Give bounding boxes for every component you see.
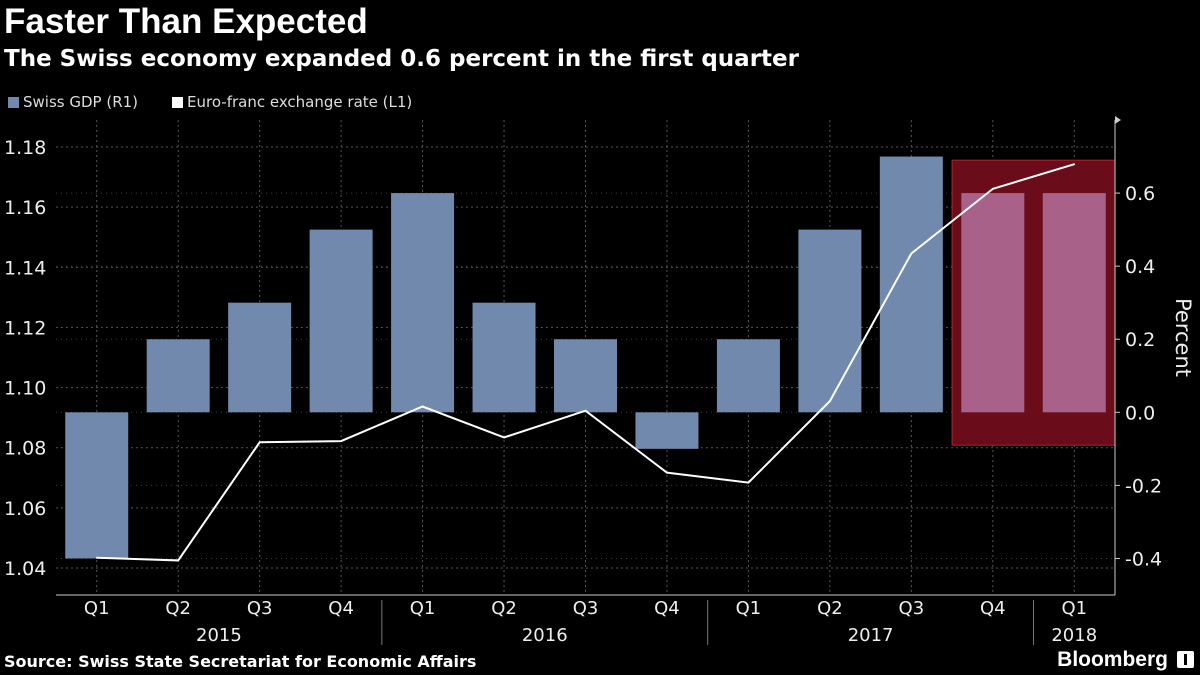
point-exchange-rate-1 [177,559,179,562]
x-year-label: 2016 [522,625,568,646]
right-axis-arrow [1115,116,1121,124]
point-exchange-rate-6 [584,409,587,412]
point-exchange-rate-3 [340,440,342,442]
point-exchange-rate-8 [747,481,750,484]
legend-label-gdp: Swiss GDP (R1) [23,93,139,111]
point-exchange-rate-9 [829,400,831,402]
left-tick-label: 1.06 [4,498,46,520]
x-tick-label: Q2 [817,598,843,619]
right-tick-label: 0.2 [1125,329,1155,351]
left-tick-label: 1.18 [4,137,46,159]
x-tick-label: Q4 [328,598,354,619]
axes-layer: 1.04 1.06 1.08 1.10 1.12 1.14 1.16 1.18 -0.4 -0.2… [4,116,1195,646]
x-tick-label: Q2 [165,598,191,619]
legend-item-exchange-rate: Euro-franc exchange rate (L1) [172,92,412,112]
bar-gdp-7 [635,412,699,449]
point-exchange-rate-5 [503,436,505,439]
bars-layer [65,156,1106,559]
x-tick-label: Q3 [899,598,925,619]
bar-gdp-0 [65,412,129,559]
bar-gdp-8 [716,339,780,413]
point-exchange-rate-2 [258,441,261,444]
left-tick-label: 1.08 [4,438,46,460]
left-tick-label: 1.04 [4,558,46,580]
right-tick-label: 0.0 [1125,402,1155,424]
x-tick-label: Q3 [573,598,599,619]
chart-subtitle: The Swiss economy expanded 0.6 percent i… [4,46,799,72]
right-tick-label: -0.4 [1125,548,1162,570]
x-tick-label: Q4 [980,598,1006,619]
x-tick-label: Q3 [247,598,273,619]
chart-title: Faster Than Expected [4,2,368,41]
x-tick-label: Q2 [491,598,517,619]
point-exchange-rate-10 [910,252,913,255]
right-tick-label: -0.2 [1125,475,1162,497]
legend-swatch-exchange-rate [172,96,183,108]
right-tick-label: 0.6 [1125,183,1155,205]
left-tick-label: 1.16 [4,197,46,219]
right-tick-label: 0.4 [1125,256,1155,278]
bar-gdp-5 [472,302,536,413]
source-note: Source: Swiss State Secretariat for Econ… [4,652,477,671]
point-exchange-rate-11 [992,188,994,190]
bloomberg-logo: Bloomberg [1057,648,1168,671]
x-tick-label: Q4 [654,598,680,619]
bar-gdp-4 [391,193,455,413]
right-axis-label: Percent [1171,298,1195,377]
x-tick-label: Q1 [84,598,110,619]
bar-gdp-9 [798,229,862,413]
bar-gdp-10 [879,156,943,413]
point-exchange-rate-0 [95,556,98,559]
line-layer [95,163,1076,562]
bar-gdp-3 [309,229,373,413]
x-tick-label: Q1 [1061,598,1087,619]
left-tick-label: 1.14 [4,257,46,279]
point-exchange-rate-7 [666,471,668,474]
point-exchange-rate-12 [1073,163,1076,165]
bar-gdp-6 [554,339,617,413]
x-year-label: 2015 [196,625,242,646]
left-tick-label: 1.12 [4,317,46,339]
legend-swatch-gdp [8,96,19,108]
bloomberg-terminal-icon [1177,651,1194,668]
bar-gdp-12 [1042,193,1106,413]
point-exchange-rate-4 [421,405,424,408]
bar-gdp-2 [228,302,292,413]
bar-gdp-11 [961,193,1025,413]
x-year-label: 2018 [1051,625,1097,646]
bar-gdp-1 [146,339,210,413]
legend-label-exchange-rate: Euro-franc exchange rate (L1) [187,93,413,111]
x-year-label: 2017 [848,625,894,646]
x-tick-label: Q1 [410,598,436,619]
x-tick-label: Q1 [736,598,762,619]
legend-item-gdp: Swiss GDP (R1) [8,92,138,112]
left-tick-label: 1.10 [4,378,46,400]
